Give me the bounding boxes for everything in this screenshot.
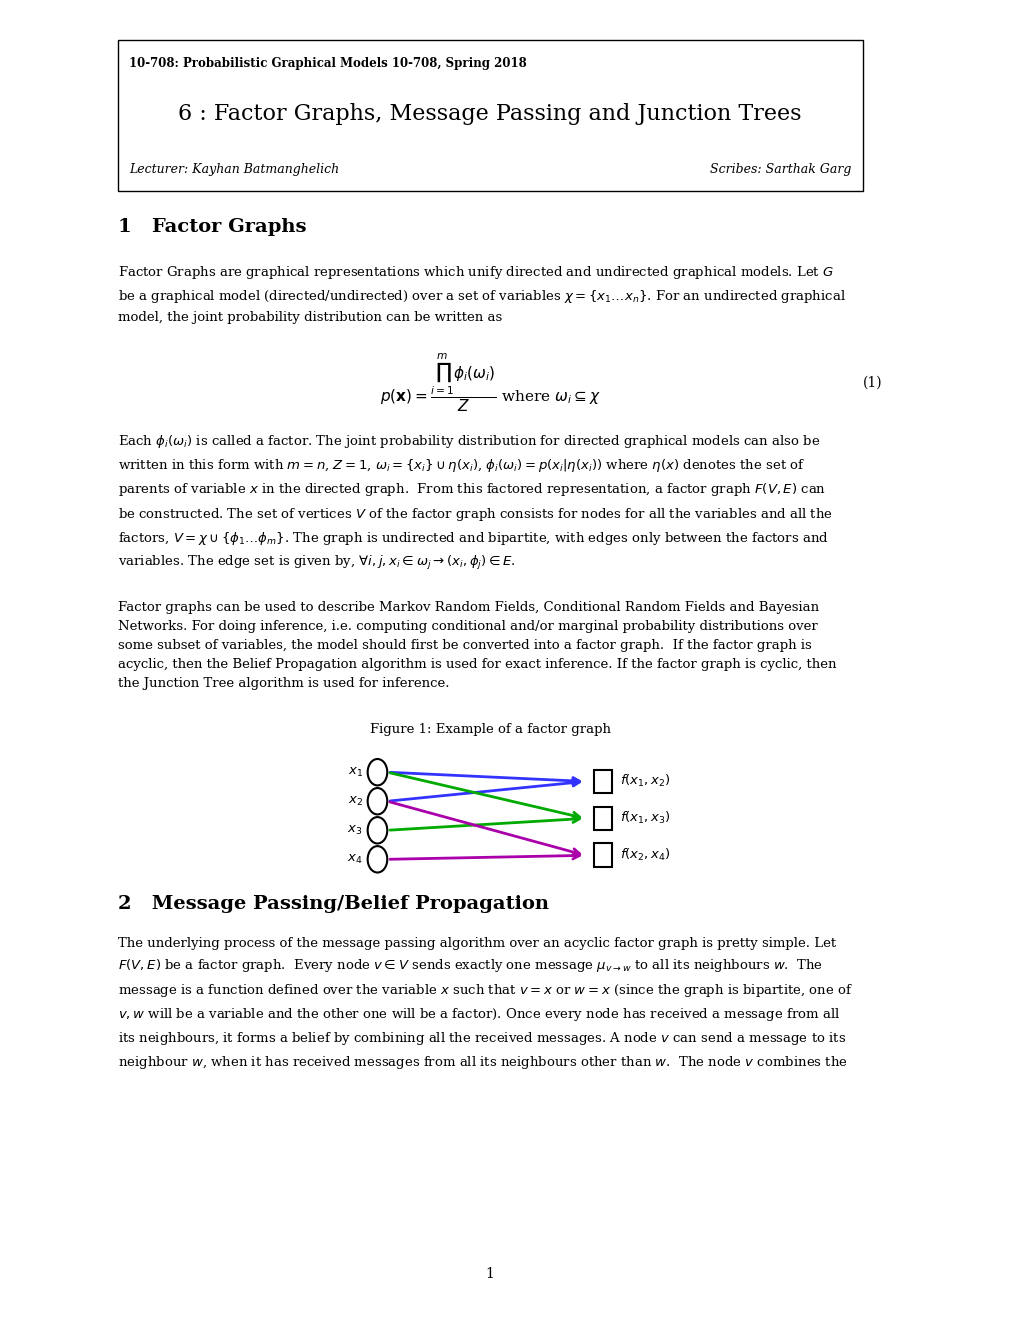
- Text: 2   Message Passing/Belief Propagation: 2 Message Passing/Belief Propagation: [117, 895, 548, 913]
- Text: $x_2$: $x_2$: [347, 795, 363, 808]
- Circle shape: [367, 788, 387, 814]
- Text: Factor graphs can be used to describe Markov Random Fields, Conditional Random F: Factor graphs can be used to describe Ma…: [117, 601, 836, 689]
- Text: Each $\phi_i(\omega_i)$ is called a factor. The joint probability distribution f: Each $\phi_i(\omega_i)$ is called a fact…: [117, 433, 832, 572]
- Circle shape: [367, 846, 387, 873]
- Text: $x_4$: $x_4$: [346, 853, 363, 866]
- Text: 1: 1: [485, 1267, 494, 1280]
- Text: 10-708: Probabilistic Graphical Models 10-708, Spring 2018: 10-708: Probabilistic Graphical Models 1…: [129, 57, 527, 70]
- Circle shape: [367, 817, 387, 843]
- Text: Scribes: Sarthak Garg: Scribes: Sarthak Garg: [709, 162, 850, 176]
- Text: $x_3$: $x_3$: [347, 824, 363, 837]
- Text: $f(x_2, x_4)$: $f(x_2, x_4)$: [619, 847, 669, 863]
- Text: $p(\mathbf{x}) = \dfrac{\prod_{i=1}^{m} \phi_i(\omega_i)}{Z}$ where $\omega_i \s: $p(\mathbf{x}) = \dfrac{\prod_{i=1}^{m} …: [379, 351, 600, 414]
- Bar: [593, 843, 611, 867]
- Bar: [117, 40, 862, 191]
- Text: $f(x_1, x_3)$: $f(x_1, x_3)$: [619, 810, 669, 826]
- Text: $f(x_1, x_2)$: $f(x_1, x_2)$: [619, 774, 669, 789]
- Bar: [593, 770, 611, 793]
- Text: 1   Factor Graphs: 1 Factor Graphs: [117, 218, 306, 236]
- Bar: [593, 807, 611, 830]
- Text: (1): (1): [862, 376, 881, 389]
- Text: 6 : Factor Graphs, Message Passing and Junction Trees: 6 : Factor Graphs, Message Passing and J…: [178, 103, 801, 125]
- Text: $x_1$: $x_1$: [347, 766, 363, 779]
- Text: Factor Graphs are graphical representations which unify directed and undirected : Factor Graphs are graphical representati…: [117, 264, 845, 325]
- Text: The underlying process of the message passing algorithm over an acyclic factor g: The underlying process of the message pa…: [117, 937, 852, 1072]
- Circle shape: [367, 759, 387, 785]
- Text: Figure 1: Example of a factor graph: Figure 1: Example of a factor graph: [369, 723, 610, 737]
- Text: Lecturer: Kayhan Batmanghelich: Lecturer: Kayhan Batmanghelich: [129, 162, 339, 176]
